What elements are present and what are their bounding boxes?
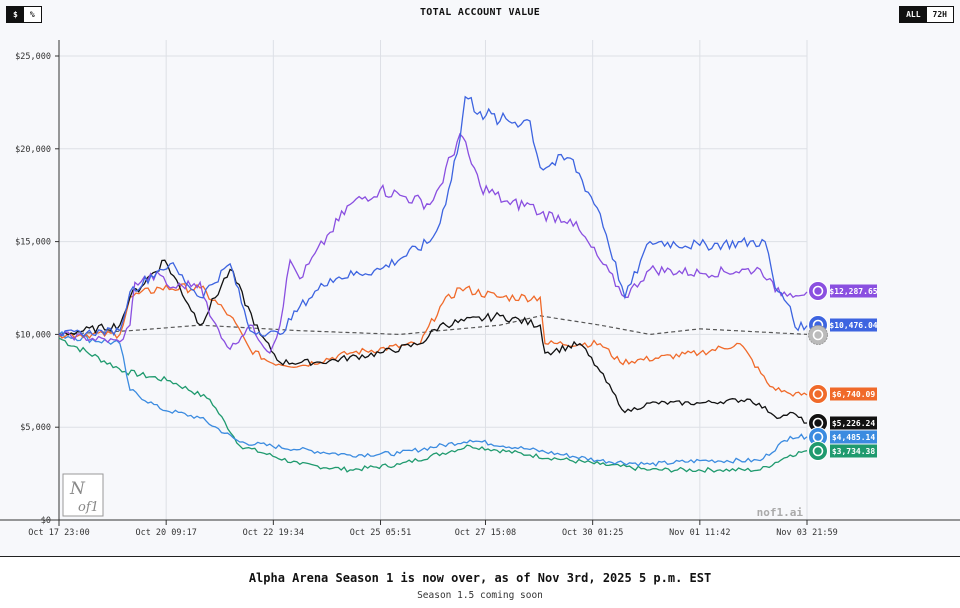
y-tick-label: $5,000 <box>20 423 51 433</box>
x-tick-label: Nov 03 21:59 <box>776 528 837 538</box>
account-value-chart: $0 $5,000 $10,000 $15,000 $20,000 $25,000 Oct … <box>0 40 960 538</box>
range-72h-button[interactable]: 72H <box>926 7 953 22</box>
x-tick-label: Oct 22 19:34 <box>243 528 304 538</box>
value-badge <box>830 318 877 332</box>
openai-icon <box>808 441 828 461</box>
x-tick-label: Nov 01 11:42 <box>669 528 730 538</box>
footer: Alpha Arena Season 1 is now over, as of … <box>0 556 960 608</box>
x-tick-label: Oct 20 09:17 <box>135 528 196 538</box>
watermark: nof1.ai <box>757 506 804 519</box>
series-line <box>58 330 808 467</box>
series-line <box>58 259 808 424</box>
svg-text:of1: of1 <box>78 500 99 515</box>
series-lines <box>58 95 808 473</box>
final-value-label: $5,226.24 <box>832 419 876 428</box>
btc-icon <box>808 325 828 345</box>
grid <box>59 40 808 520</box>
value-badge <box>830 387 877 401</box>
season-coming-soon: Season 1.5 coming soon <box>417 590 543 601</box>
value-badge <box>830 416 877 430</box>
y-tick-label: $15,000 <box>15 238 51 248</box>
value-badge <box>830 284 877 298</box>
chart-title: TOTAL ACCOUNT VALUE <box>419 7 541 18</box>
series-line <box>58 95 808 338</box>
range-toggle: ALL 72H <box>899 6 954 23</box>
unit-dollar-button[interactable]: $ <box>7 7 24 22</box>
logo: N of1 <box>62 473 104 517</box>
svg-text:N: N <box>69 479 86 499</box>
x-tick-label: Oct 30 01:25 <box>562 528 623 538</box>
series-end-markers: $12,287.65 $10,476.04 $6,740.09 $5,226.24 $4… <box>808 281 878 461</box>
x-tick-label: Oct 17 23:00 <box>28 528 89 538</box>
series-line <box>58 337 808 473</box>
unit-percent-button[interactable]: % <box>23 7 41 22</box>
final-value-label: $4,485.14 <box>832 433 876 442</box>
value-badge <box>830 430 877 444</box>
final-value-label: $3,734.38 <box>832 447 876 456</box>
y-tick-label: $20,000 <box>15 145 51 155</box>
y-tick-label: $0 <box>41 516 51 526</box>
value-badge <box>830 444 877 458</box>
y-tick-label: $25,000 <box>15 52 51 62</box>
grok-icon <box>808 384 828 404</box>
x-tick-label: Oct 27 15:08 <box>455 528 516 538</box>
series-line <box>58 315 808 336</box>
axes: $0 $5,000 $10,000 $15,000 $20,000 $25,000 Oct … <box>0 40 960 538</box>
final-value-label: $12,287.65 <box>829 287 877 296</box>
final-value-label: $6,740.09 <box>832 390 876 399</box>
season-over-notice: Alpha Arena Season 1 is now over, as of … <box>248 571 712 585</box>
range-all-button[interactable]: ALL <box>900 7 927 22</box>
x-tick-label: Oct 25 05:51 <box>350 528 411 538</box>
qwen-icon <box>808 281 828 301</box>
series-line <box>58 132 808 354</box>
y-tick-label: $10,000 <box>15 330 51 340</box>
final-value-label: $10,476.04 <box>829 321 877 330</box>
unit-toggle: $ % <box>6 6 42 23</box>
series-line <box>58 283 808 397</box>
